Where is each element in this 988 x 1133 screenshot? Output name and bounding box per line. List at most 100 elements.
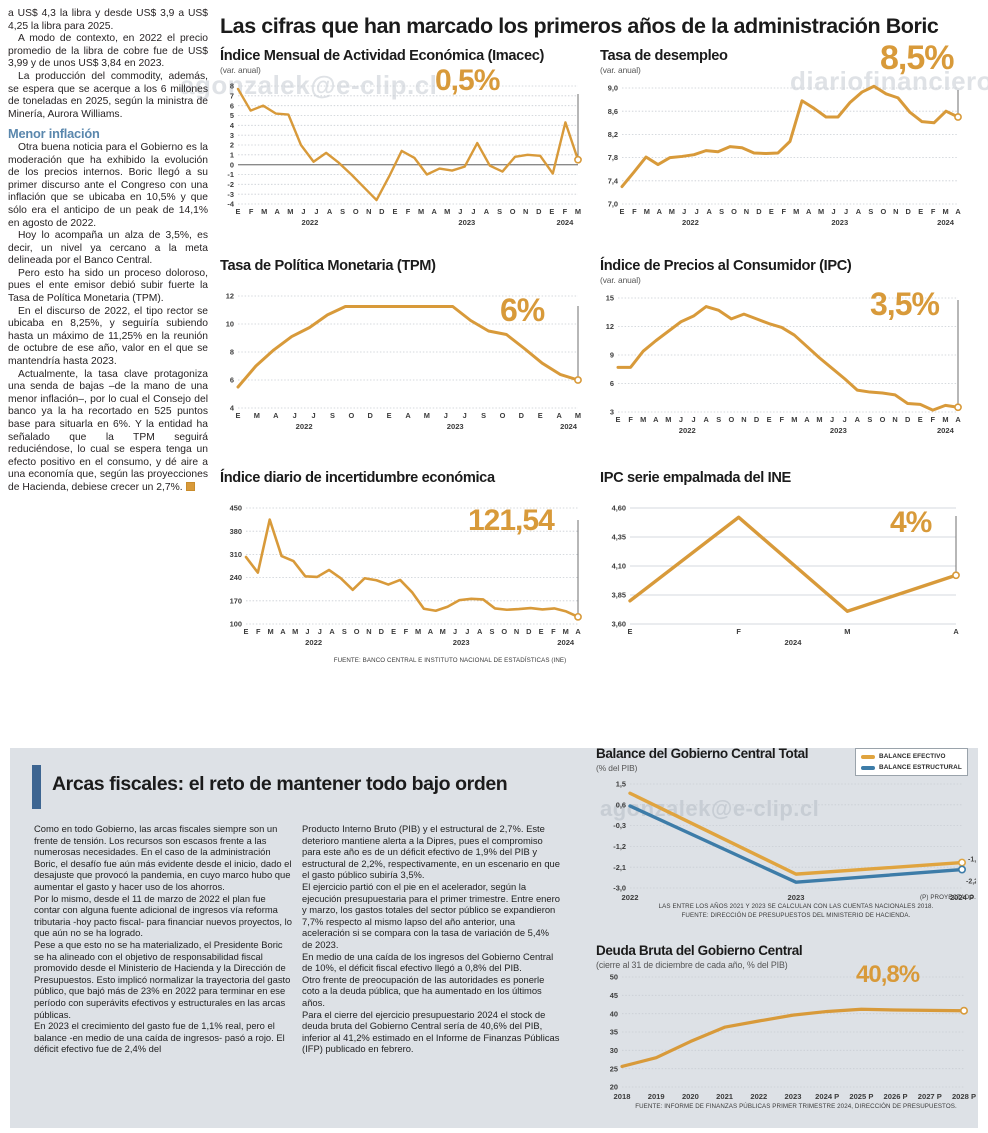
svg-text:2023: 2023 xyxy=(458,218,475,227)
svg-text:J: J xyxy=(301,207,305,216)
svg-text:A: A xyxy=(855,415,861,424)
chart-title: Balance del Gobierno Central Total xyxy=(596,746,809,761)
svg-text:S: S xyxy=(481,411,486,420)
svg-text:12: 12 xyxy=(606,322,614,331)
svg-text:D: D xyxy=(379,627,385,636)
svg-text:A: A xyxy=(273,411,279,420)
svg-text:D: D xyxy=(754,415,760,424)
svg-text:4: 4 xyxy=(230,404,235,413)
svg-text:8: 8 xyxy=(230,348,234,357)
svg-text:15: 15 xyxy=(606,294,614,303)
svg-text:F: F xyxy=(782,207,787,216)
svg-text:E: E xyxy=(616,415,621,424)
svg-text:J: J xyxy=(691,415,695,424)
svg-text:30: 30 xyxy=(610,1046,618,1055)
paragraph: A modo de contexto, en 2022 el precio pr… xyxy=(8,33,208,70)
svg-text:A: A xyxy=(653,415,659,424)
svg-text:M: M xyxy=(415,627,421,636)
svg-text:2022: 2022 xyxy=(622,893,639,902)
svg-text:M: M xyxy=(563,627,569,636)
svg-text:4,10: 4,10 xyxy=(612,562,626,571)
svg-text:E: E xyxy=(769,207,774,216)
svg-text:S: S xyxy=(716,415,721,424)
paragraph: Pero esto ha sido un proceso doloroso, p… xyxy=(8,267,208,305)
svg-text:-1,2: -1,2 xyxy=(613,842,626,851)
svg-text:A: A xyxy=(405,411,411,420)
chart-plot-area: 50 45 40 35 30 25 20 2018 2019 2020 2021 2022 2023 20… xyxy=(596,971,976,1111)
svg-text:3: 3 xyxy=(230,131,234,140)
svg-text:2023: 2023 xyxy=(785,1092,802,1101)
svg-text:M: M xyxy=(640,415,646,424)
svg-text:E: E xyxy=(236,207,241,216)
svg-text:M: M xyxy=(818,207,824,216)
svg-text:310: 310 xyxy=(230,550,242,559)
svg-text:9: 9 xyxy=(610,351,614,360)
paragraph: Como en todo Gobierno, las arcas fiscale… xyxy=(34,823,292,892)
svg-text:7,0: 7,0 xyxy=(608,200,618,209)
svg-text:10: 10 xyxy=(226,320,234,329)
svg-text:O: O xyxy=(500,411,506,420)
svg-text:J: J xyxy=(453,627,457,636)
svg-text:J: J xyxy=(843,415,847,424)
svg-text:N: N xyxy=(523,207,528,216)
svg-text:F: F xyxy=(632,207,637,216)
svg-text:N: N xyxy=(893,207,898,216)
accent-bar xyxy=(32,765,41,809)
svg-text:9,0: 9,0 xyxy=(608,84,618,93)
svg-text:E: E xyxy=(620,207,625,216)
section-subhead: Menor inflación xyxy=(8,126,100,142)
legend-item-estructural: BALANCE ESTRUCTURAL xyxy=(861,763,962,772)
svg-text:J: J xyxy=(311,411,315,420)
svg-text:M: M xyxy=(793,207,799,216)
svg-text:J: J xyxy=(471,207,475,216)
svg-text:2: 2 xyxy=(230,141,234,150)
chart-callout-value: 121,54 xyxy=(468,504,555,537)
svg-text:M: M xyxy=(942,207,948,216)
chart-title: Índice diario de incertidumbre económica xyxy=(220,470,495,486)
svg-text:O: O xyxy=(353,207,359,216)
chart-tpm: Tasa de Política Monetaria (TPM) 12 10 8 6 4… xyxy=(220,258,590,436)
chart-ipc-ine: IPC serie empalmada del INE 4,60 4,35 4,10… xyxy=(600,470,970,652)
svg-text:F: F xyxy=(779,415,784,424)
svg-text:2022: 2022 xyxy=(301,218,318,227)
svg-text:N: N xyxy=(892,415,897,424)
paragraph: a US$ 4,3 la libra y desde US$ 3,9 a US$… xyxy=(8,8,208,32)
chart-subtitle: (cierre al 31 de diciembre de cada año, … xyxy=(596,960,788,970)
svg-text:8,6: 8,6 xyxy=(608,107,618,116)
svg-text:M: M xyxy=(440,627,446,636)
svg-text:5: 5 xyxy=(230,111,234,120)
svg-text:E: E xyxy=(236,411,241,420)
svg-text:J: J xyxy=(444,411,448,420)
svg-text:M: M xyxy=(418,207,424,216)
svg-text:M: M xyxy=(292,627,298,636)
svg-text:J: J xyxy=(305,627,309,636)
svg-text:3,85: 3,85 xyxy=(612,591,626,600)
chart-title: Deuda Bruta del Gobierno Central xyxy=(596,943,803,958)
source-note-top: FUENTE: BANCO CENTRAL E INSTITUTO NACION… xyxy=(333,657,567,664)
svg-text:F: F xyxy=(249,207,254,216)
svg-text:2022: 2022 xyxy=(305,638,322,647)
svg-text:M: M xyxy=(665,415,671,424)
paragraph: Otra buena noticia para el Gobierno es l… xyxy=(8,141,208,229)
svg-text:2022: 2022 xyxy=(296,422,313,431)
svg-text:F: F xyxy=(931,415,936,424)
svg-text:4: 4 xyxy=(230,121,235,130)
svg-text:2024: 2024 xyxy=(937,426,955,435)
svg-text:A: A xyxy=(953,627,959,636)
svg-text:380: 380 xyxy=(230,527,242,536)
svg-text:100: 100 xyxy=(230,620,242,629)
svg-text:D: D xyxy=(368,411,374,420)
svg-text:D: D xyxy=(905,415,911,424)
svg-text:F: F xyxy=(931,207,936,216)
svg-text:1,5: 1,5 xyxy=(616,780,626,789)
svg-text:A: A xyxy=(431,207,437,216)
svg-text:S: S xyxy=(497,207,502,216)
paragraph: Para el cierre del ejercicio presupuesta… xyxy=(302,1008,560,1055)
svg-text:A: A xyxy=(806,207,812,216)
svg-text:O: O xyxy=(501,627,507,636)
svg-text:S: S xyxy=(868,207,873,216)
bottom-title: Arcas fiscales: el reto de mantener todo… xyxy=(52,773,508,795)
chart-subtitle: (var. anual) xyxy=(600,275,641,285)
chart-plot-area: 12 10 8 6 4 E M A J J S O D E A M J J S O D E A M 2022 2023 2024 xyxy=(220,288,590,436)
